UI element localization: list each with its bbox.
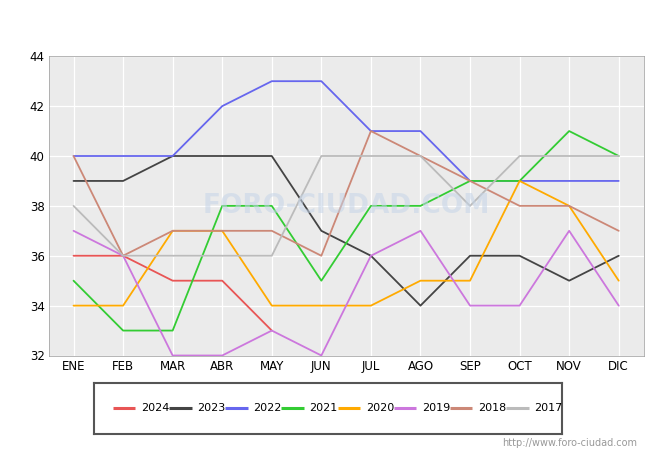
Text: http://www.foro-ciudad.com: http://www.foro-ciudad.com	[502, 438, 637, 448]
Text: Afiliados en Casla a 31/5/2024: Afiliados en Casla a 31/5/2024	[193, 12, 457, 30]
Text: 2019: 2019	[422, 403, 450, 414]
Text: 2021: 2021	[309, 403, 338, 414]
Text: FORO-CIUDAD.COM: FORO-CIUDAD.COM	[202, 193, 490, 219]
Text: 2022: 2022	[254, 403, 281, 414]
Text: 2017: 2017	[534, 403, 562, 414]
Text: 2020: 2020	[366, 403, 394, 414]
Text: 2024: 2024	[141, 403, 170, 414]
Text: 2018: 2018	[478, 403, 506, 414]
Text: 2023: 2023	[197, 403, 226, 414]
